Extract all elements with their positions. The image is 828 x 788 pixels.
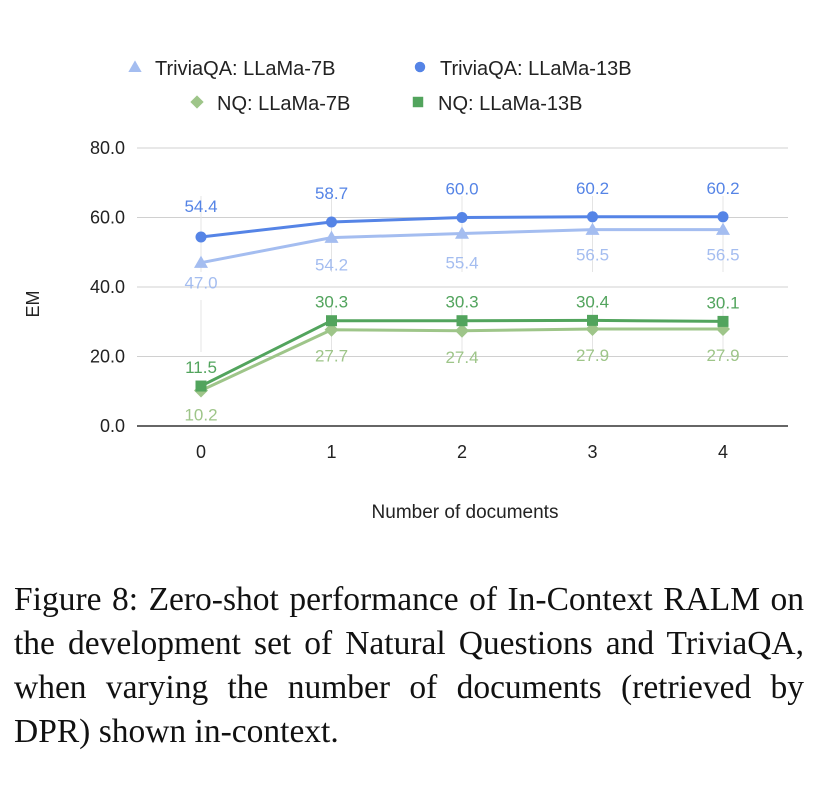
data-point (195, 231, 207, 243)
data-point (585, 222, 600, 235)
x-tick-label: 4 (718, 442, 728, 462)
figure-caption: Figure 8: Zero-shot performance of In-Co… (14, 581, 804, 750)
data-point (455, 323, 469, 338)
y-tick-label: 60.0 (90, 208, 125, 228)
series-nq-llama-13b (195, 314, 729, 392)
data-label: 54.4 (184, 197, 217, 216)
legend-label: TriviaQA: LLaMa-13B (440, 58, 632, 80)
data-point (326, 315, 337, 327)
diamond-legend-icon (190, 95, 204, 109)
series-triviaqa-llama-7b (194, 222, 730, 268)
y-tick-label: 80.0 (90, 138, 125, 158)
legend: TriviaQA: LLaMa-7B TriviaQA: LLaMa-13B NQ:… (128, 58, 632, 115)
data-point (194, 255, 208, 268)
y-axis-label: EM (23, 291, 43, 318)
data-point (587, 314, 598, 326)
x-tick-label: 1 (326, 442, 336, 462)
legend-label: TriviaQA: LLaMa-7B (155, 58, 335, 80)
data-label: 58.7 (315, 184, 348, 203)
data-point (717, 211, 729, 223)
y-tick-label: 40.0 (90, 277, 125, 297)
x-tick-label: 2 (457, 442, 467, 462)
data-label: 30.1 (706, 293, 739, 312)
data-label: 56.5 (576, 246, 609, 265)
legend-label: NQ: LLaMa-13B (438, 93, 583, 115)
data-label: 11.5 (185, 358, 217, 377)
data-label: 27.7 (315, 347, 348, 366)
series (194, 211, 730, 398)
x-axis-label: Number of documents (372, 502, 559, 523)
data-point (456, 212, 468, 223)
x-tick-label: 0 (196, 442, 206, 462)
data-label: 30.3 (315, 293, 348, 312)
legend-item: TriviaQA: LLaMa-7B (128, 58, 335, 80)
data-point (456, 315, 468, 327)
data-point (587, 211, 598, 223)
triangle-legend-icon (128, 60, 142, 72)
y-axis-ticks: 0.0 20.0 40.0 60.0 80.0 (90, 138, 125, 436)
data-point (717, 315, 729, 327)
data-labels: 47.0 54.2 55.4 56.5 56.5 54.4 58.7 60.0 60.2 60.2… (184, 179, 739, 425)
data-point (324, 230, 339, 243)
square-legend-icon (412, 96, 424, 108)
series-triviaqa-llama-13b (195, 211, 729, 243)
circle-legend-icon (414, 61, 426, 73)
data-label: 60.0 (445, 180, 478, 199)
data-label: 55.4 (445, 253, 478, 272)
legend-item: NQ: LLaMa-13B (412, 93, 583, 115)
data-label: 30.3 (445, 293, 478, 312)
data-label: 60.2 (706, 179, 739, 198)
data-point (324, 322, 339, 337)
data-label: 60.2 (576, 179, 609, 198)
y-tick-label: 0.0 (100, 416, 125, 436)
data-point (195, 380, 207, 392)
data-label: 27.4 (445, 348, 478, 367)
legend-item: NQ: LLaMa-7B (190, 93, 350, 115)
data-label: 47.0 (184, 274, 217, 293)
legend-label: NQ: LLaMa-7B (217, 93, 350, 115)
data-label: 27.9 (706, 346, 739, 365)
data-point (455, 226, 469, 239)
line-chart: 0.0 20.0 40.0 60.0 80.0 0 1 2 3 4 47.0 54.2 55.4 56… (23, 58, 788, 523)
data-point (326, 216, 337, 228)
data-point (716, 222, 730, 235)
y-tick-label: 20.0 (90, 347, 125, 367)
legend-item: TriviaQA: LLaMa-13B (414, 58, 632, 80)
data-label: 30.4 (576, 292, 609, 311)
x-axis-ticks: 0 1 2 3 4 (196, 442, 728, 462)
data-label: 10.2 (184, 406, 217, 425)
x-tick-label: 3 (587, 442, 597, 462)
data-label: 54.2 (315, 256, 348, 275)
data-label: 27.9 (576, 346, 609, 365)
data-label: 56.5 (706, 246, 739, 265)
